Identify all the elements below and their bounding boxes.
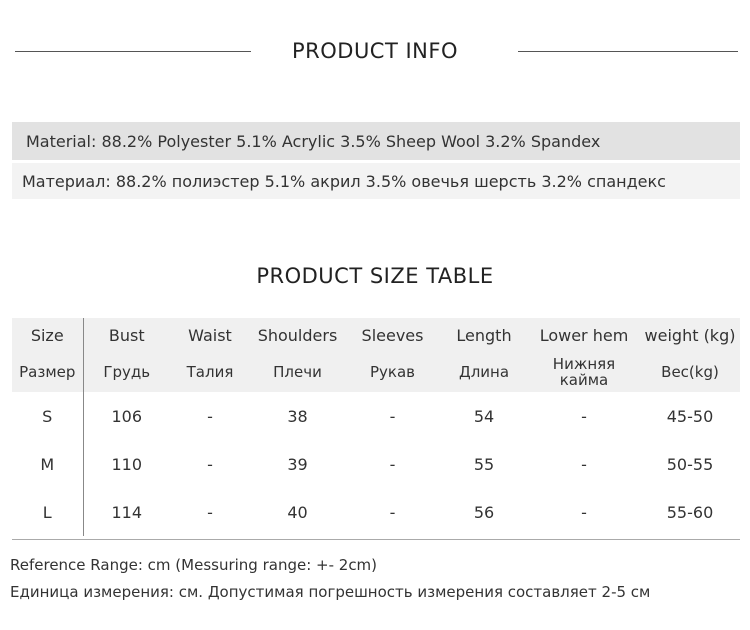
table-cell: Рукав bbox=[345, 352, 440, 392]
table-cell: Грудь bbox=[83, 352, 170, 392]
table-cell: 55-60 bbox=[666, 502, 714, 522]
size-table: Size Bust Waist Shoulders Sleeves Length Lower… bbox=[12, 318, 740, 536]
footer-en: Reference Range: cm (Messuring range: +-… bbox=[10, 556, 378, 574]
table-bottom-line bbox=[12, 539, 740, 540]
table-cell: 110 bbox=[111, 454, 143, 474]
product-info-title: PRODUCT INFO bbox=[291, 39, 458, 63]
table-cell: M bbox=[12, 440, 84, 488]
table-cell: - bbox=[389, 406, 396, 426]
table-cell: weight (kg) bbox=[640, 318, 740, 352]
table-cell: - bbox=[581, 502, 587, 522]
title-line-right bbox=[518, 51, 738, 52]
table-cell: - bbox=[389, 502, 396, 522]
table-row: Size Bust Waist Shoulders Sleeves Length Lower… bbox=[12, 318, 740, 352]
table-cell: Длина bbox=[440, 352, 528, 392]
table-cell: Bust bbox=[83, 318, 170, 352]
table-row: M 110 - 39 - 55 - 50-55 bbox=[12, 440, 740, 488]
table-row: S 106 - 38 - 54 - 45-50 bbox=[12, 392, 740, 440]
table-cell: 106 bbox=[111, 406, 143, 426]
table-cell: Вес(kg) bbox=[640, 352, 740, 392]
table-cell: Size bbox=[12, 318, 84, 352]
table-cell: 55 bbox=[473, 454, 495, 474]
table-row: L 114 - 40 - 56 - 55-60 bbox=[12, 488, 740, 536]
table-cell: Талия bbox=[170, 352, 250, 392]
table-row: Размер Грудь Талия Плечи Рукав Длина Нижняя ка… bbox=[12, 352, 740, 392]
table-cell: Размер bbox=[12, 352, 84, 392]
table-cell: 40 bbox=[287, 502, 308, 522]
size-table-title: PRODUCT SIZE TABLE bbox=[256, 264, 494, 288]
table-cell: Waist bbox=[170, 318, 250, 352]
table-cell: Shoulders bbox=[250, 318, 345, 352]
table-cell: L bbox=[12, 488, 84, 536]
table-cell: - bbox=[207, 406, 213, 426]
table-cell: 45-50 bbox=[666, 406, 714, 426]
title-line-left bbox=[15, 51, 251, 52]
table-cell: S bbox=[12, 392, 84, 440]
table-cell: - bbox=[581, 406, 587, 426]
material-en: Material: 88.2% Polyester 5.1% Acrylic 3… bbox=[12, 122, 740, 160]
table-cell: 38 bbox=[287, 406, 308, 426]
footer-ru: Единица измерения: см. Допустимая погреш… bbox=[10, 583, 651, 601]
material-ru: Материал: 88.2% полиэстер 5.1% акрил 3.5… bbox=[12, 163, 740, 199]
table-cell: 39 bbox=[287, 454, 308, 474]
table-cell: - bbox=[581, 454, 587, 474]
table-cell: Sleeves bbox=[345, 318, 440, 352]
table-cell: - bbox=[207, 502, 213, 522]
table-cell: Length bbox=[440, 318, 528, 352]
table-cell: - bbox=[207, 454, 213, 474]
table-cell: Нижняя кайма bbox=[528, 352, 640, 392]
table-cell: Lower hem bbox=[528, 318, 640, 352]
table-cell: Плечи bbox=[250, 352, 345, 392]
table-cell: - bbox=[389, 454, 396, 474]
table-cell: 114 bbox=[111, 502, 143, 522]
table-cell: 50-55 bbox=[666, 454, 714, 474]
table-cell: 54 bbox=[473, 406, 495, 426]
table-cell: 56 bbox=[473, 502, 495, 522]
